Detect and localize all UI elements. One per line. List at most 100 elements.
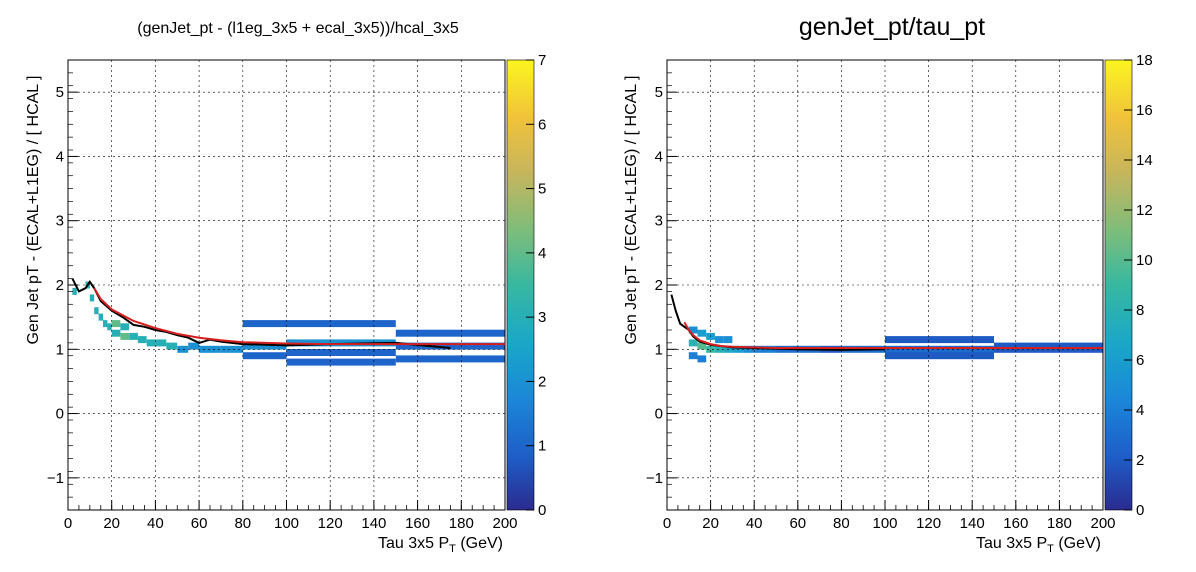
right-colorbar-tick-label: 12 — [1136, 202, 1153, 219]
right-chart-title: genJet_pt/tau_pt — [799, 13, 985, 41]
left-x-axis-label: Tau 3x5 PT (GeV) — [378, 535, 503, 555]
left-y-tick-label: 0 — [56, 406, 64, 423]
left-colorbar-tick-label: 1 — [538, 438, 546, 455]
right-fit-line — [683, 321, 1103, 349]
right-x-tick-label: 180 — [1047, 515, 1072, 532]
right-heatmap-cell — [688, 352, 698, 360]
right-heatmap-cell — [706, 345, 715, 353]
right-panel: genJet_pt/tau_pt 0 20 40 60 80 100 120 140 160 18… — [623, 13, 1153, 555]
left-x-tick-label: 20 — [103, 515, 120, 532]
left-heatmap-cell — [286, 349, 396, 356]
right-x-tick-label: 60 — [789, 515, 806, 532]
right-x-tick-label: 80 — [833, 515, 850, 532]
left-x-tick-label: 140 — [361, 515, 386, 532]
right-y-tick-label: −1 — [646, 470, 663, 487]
right-colorbar-tick-label: 8 — [1136, 302, 1144, 319]
right-x-tick-label: 20 — [702, 515, 719, 532]
right-heatmap-cell — [715, 345, 724, 353]
left-colorbar-tick-label: 2 — [538, 373, 546, 390]
right-y-tick-label: 2 — [655, 277, 663, 294]
right-heatmap-cell — [723, 336, 733, 344]
left-chart-title: (genJet_pt - (l1eg_3x5 + ecal_3x5))/hcal… — [137, 20, 459, 37]
left-heatmap-cell — [286, 358, 396, 366]
right-colorbar-tick-label: 14 — [1136, 152, 1153, 169]
left-x-tick-label: 0 — [64, 515, 72, 532]
right-heatmap-cell — [885, 352, 994, 360]
right-y-ticks: −1 0 1 2 3 4 5 — [646, 72, 677, 511]
left-colorbar-frame — [506, 59, 535, 511]
right-heatmap-cell — [885, 345, 994, 353]
left-colorbar-tick-label: 0 — [538, 502, 546, 519]
left-y-tick-label: −1 — [47, 470, 64, 487]
left-x-tick-label: 60 — [191, 515, 208, 532]
left-colorbar-tick-label: 5 — [538, 181, 546, 198]
right-y-tick-label: 3 — [655, 213, 663, 230]
right-y-tick-label: 4 — [655, 148, 663, 165]
left-x-ticks: 0 20 40 60 80 100 120 140 160 180 200 — [64, 500, 518, 532]
left-heatmap-cell — [166, 342, 178, 350]
left-heatmap-cell — [72, 287, 77, 295]
right-colorbar-tick-label: 10 — [1136, 252, 1153, 269]
left-heatmap-cell — [94, 307, 99, 315]
left-heatmap-cell — [395, 329, 506, 337]
left-y-ticks: −1 0 1 2 3 4 5 — [47, 72, 78, 511]
left-heatmap-cell — [137, 336, 147, 344]
left-heatmap-cell — [98, 313, 103, 321]
right-heatmap-cell — [697, 355, 707, 363]
right-x-tick-label: 200 — [1090, 515, 1115, 532]
right-y-tick-label: 0 — [655, 406, 663, 423]
right-x-tick-label: 0 — [663, 515, 671, 532]
left-heatmap-cell — [286, 320, 396, 328]
left-profile-line — [71, 278, 451, 349]
left-x-tick-label: 120 — [318, 515, 343, 532]
right-x-tick-label: 160 — [1003, 515, 1028, 532]
left-heatmap-cell — [242, 320, 287, 328]
right-colorbar-ticks: 0 2 4 6 8 10 12 14 16 18 — [1124, 52, 1153, 519]
left-colorbar-tick-label: 4 — [538, 245, 546, 262]
right-heatmap-cell — [688, 326, 698, 334]
left-heatmap-cell — [155, 339, 167, 347]
left-x-tick-label: 160 — [405, 515, 430, 532]
right-colorbar-tick-label: 0 — [1136, 502, 1144, 519]
left-heatmap-cell — [220, 345, 243, 353]
right-heatmap-cell — [697, 329, 707, 337]
left-heatmap-cell — [111, 329, 121, 337]
right-x-axis-label: Tau 3x5 PT (GeV) — [976, 535, 1101, 555]
left-grid — [68, 60, 505, 510]
left-heatmap-cell — [177, 345, 189, 353]
left-heatmap-cell — [242, 342, 287, 350]
left-x-tick-label: 40 — [147, 515, 164, 532]
left-heatmap-cell — [107, 323, 112, 331]
left-colorbar-tick-label: 3 — [538, 309, 546, 326]
right-colorbar — [1105, 60, 1132, 510]
right-heatmap-cell — [697, 342, 707, 350]
right-x-tick-label: 100 — [872, 515, 897, 532]
right-colorbar-tick-label: 16 — [1136, 102, 1153, 119]
right-y-axis-label: Gen Jet pT - (ECAL+L1EG) / [ HCAL ] — [623, 76, 640, 345]
right-colorbar-tick-label: 18 — [1136, 52, 1153, 69]
left-panel: (genJet_pt - (l1eg_3x5 + ecal_3x5))/hcal… — [25, 20, 546, 555]
left-colorbar-tick-label: 7 — [538, 52, 546, 69]
left-colorbar-ticks: 0 1 2 3 4 5 6 7 — [526, 52, 546, 519]
left-x-tick-label: 180 — [449, 515, 474, 532]
right-x-tick-label: 140 — [960, 515, 985, 532]
left-heatmap-cell — [111, 320, 121, 328]
left-heatmap-cell — [103, 320, 108, 328]
right-y-tick-label: 5 — [655, 84, 663, 101]
right-x-tick-label: 120 — [916, 515, 941, 532]
left-x-tick-label: 100 — [274, 515, 299, 532]
left-y-tick-label: 5 — [56, 84, 64, 101]
left-y-tick-label: 3 — [56, 213, 64, 230]
left-colorbar-tick-label: 6 — [538, 116, 546, 133]
left-y-tick-label: 1 — [56, 341, 64, 358]
right-x-tick-label: 40 — [746, 515, 763, 532]
right-colorbar-tick-label: 2 — [1136, 452, 1144, 469]
left-colorbar — [507, 60, 534, 510]
left-heatmap-cell — [188, 342, 200, 350]
right-grid — [667, 60, 1103, 510]
left-x-tick-label: 80 — [234, 515, 251, 532]
left-x-tick-label: 200 — [492, 515, 517, 532]
right-heatmap-cells — [688, 326, 1103, 363]
right-heatmap-cell — [715, 336, 724, 344]
